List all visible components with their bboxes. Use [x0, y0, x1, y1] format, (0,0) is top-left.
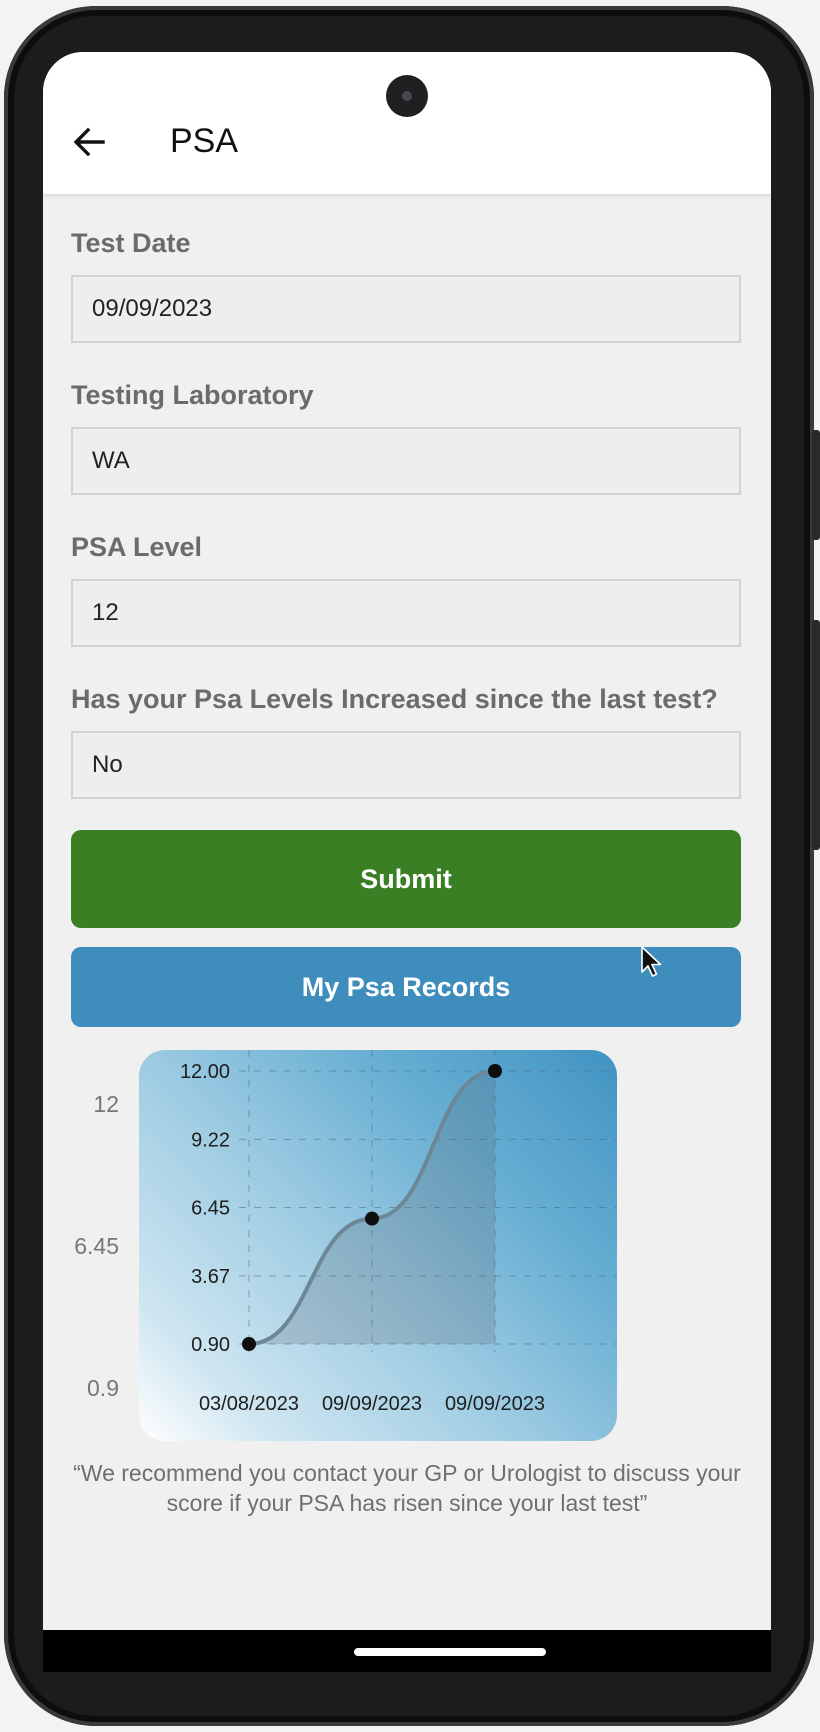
- y-tick-label: 3.67: [191, 1266, 230, 1288]
- psa-chart: 12.00 9.22 6.45 3.67 0.90 03/08/2023 09/09/202…: [139, 1050, 617, 1441]
- psa-chart-svg: 12.00 9.22 6.45 3.67 0.90 03/08/2023 09/09/202…: [180, 1050, 617, 1415]
- side-axis-top-label: 12: [93, 1091, 119, 1117]
- my-psa-records-button[interactable]: My Psa Records: [71, 947, 741, 1027]
- series-area: [249, 1071, 495, 1344]
- data-point: [488, 1064, 502, 1078]
- x-tick-label: 09/09/2023: [322, 1393, 422, 1415]
- front-camera: [386, 75, 428, 117]
- x-tick-label: 09/09/2023: [445, 1393, 545, 1415]
- app-bar: PSA: [43, 52, 771, 194]
- y-tick-label: 12.00: [180, 1061, 230, 1083]
- recommendation-note: “We recommend you contact your GP or Uro…: [73, 1460, 741, 1516]
- data-point: [365, 1211, 379, 1226]
- y-tick-label: 6.45: [191, 1198, 230, 1220]
- system-navigation-bar: [43, 1630, 771, 1672]
- increased-field[interactable]: No: [71, 731, 741, 799]
- test-date-field[interactable]: 09/09/2023: [71, 275, 741, 343]
- y-tick-label: 0.90: [191, 1334, 230, 1356]
- mouse-cursor-icon: [641, 946, 662, 977]
- laboratory-label: Testing Laboratory: [71, 380, 314, 410]
- submit-button[interactable]: Submit: [71, 830, 741, 928]
- data-point: [242, 1337, 256, 1351]
- app-screen: PSA Test Date 09/09/2023 Testing Laborat…: [43, 52, 771, 1630]
- volume-button: [812, 430, 820, 540]
- psa-level-field[interactable]: 12: [71, 579, 741, 647]
- psa-level-label: PSA Level: [71, 532, 203, 562]
- side-axis-bottom-label: 0.9: [87, 1375, 119, 1401]
- y-tick-label: 9.22: [191, 1129, 230, 1151]
- x-tick-label: 03/08/2023: [199, 1393, 299, 1415]
- page-title: PSA: [170, 122, 239, 160]
- side-axis-mid-label: 6.45: [74, 1233, 119, 1259]
- laboratory-field[interactable]: WA: [71, 427, 741, 495]
- test-date-label: Test Date: [71, 228, 191, 258]
- power-button: [812, 620, 820, 850]
- home-gesture-handle[interactable]: [354, 1648, 546, 1656]
- arrow-left-icon[interactable]: [71, 124, 107, 160]
- increased-question-label: Has your Psa Levels Increased since the …: [71, 684, 718, 714]
